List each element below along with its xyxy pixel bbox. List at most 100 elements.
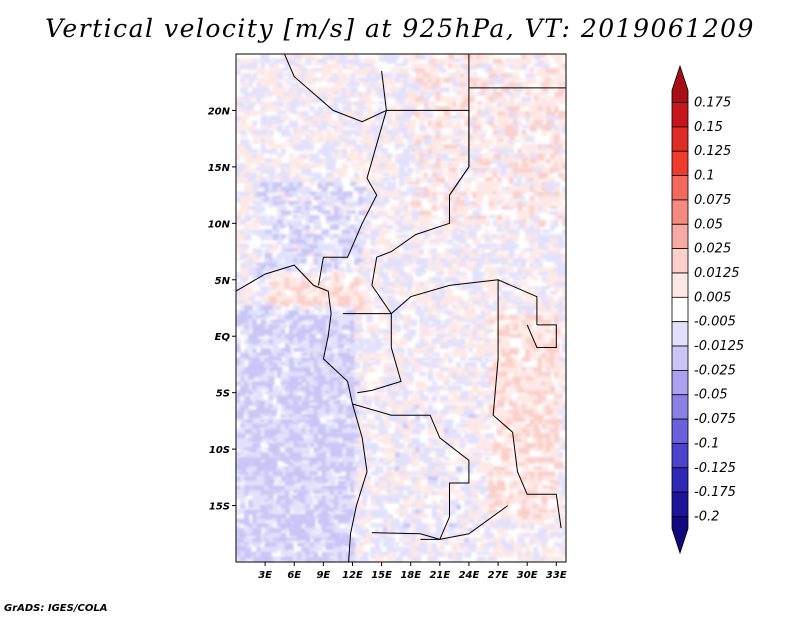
- velocity-cell: [362, 385, 368, 392]
- velocity-cell: [505, 381, 512, 387]
- velocity-cell: [558, 153, 564, 161]
- velocity-cell: [329, 319, 340, 327]
- velocity-cell: [370, 167, 377, 174]
- velocity-cell: [284, 333, 291, 341]
- velocity-cell: [276, 423, 283, 429]
- velocity-cell: [460, 419, 467, 423]
- velocity-cell: [403, 362, 413, 366]
- velocity-cell: [260, 314, 269, 319]
- velocity-cell: [268, 281, 274, 286]
- velocity-cell: [549, 205, 559, 209]
- velocity-cell: [346, 234, 356, 241]
- velocity-cell: [370, 338, 377, 345]
- velocity-cell: [317, 139, 328, 143]
- velocity-cell: [399, 276, 410, 284]
- velocity-cell: [419, 513, 429, 518]
- velocity-cell: [325, 494, 333, 501]
- velocity-cell: [305, 471, 311, 478]
- velocity-cell: [525, 257, 531, 261]
- velocity-cell: [244, 310, 252, 317]
- velocity-cell: [305, 215, 312, 223]
- velocity-cell: [496, 485, 507, 492]
- velocity-cell: [325, 395, 331, 402]
- velocity-cell: [289, 243, 295, 250]
- velocity-cell: [362, 414, 367, 420]
- velocity-cell: [399, 262, 407, 267]
- velocity-cell: [236, 144, 242, 152]
- velocity-cell: [521, 471, 529, 477]
- velocity-cell: [403, 414, 408, 418]
- velocity-cell: [329, 499, 336, 504]
- velocity-cell: [541, 196, 550, 203]
- velocity-cell: [517, 329, 528, 334]
- velocity-cell: [240, 125, 248, 129]
- velocity-cell: [280, 129, 291, 137]
- velocity-cell: [435, 300, 442, 308]
- velocity-cell: [342, 219, 348, 227]
- velocity-cell: [362, 272, 371, 277]
- velocity-cell: [521, 82, 528, 89]
- velocity-cell: [293, 381, 303, 389]
- velocity-cell: [317, 201, 323, 207]
- velocity-cell: [431, 499, 437, 508]
- velocity-cell: [260, 163, 268, 169]
- velocity-cell: [370, 144, 377, 150]
- velocity-cell: [358, 262, 365, 268]
- velocity-cell: [456, 54, 461, 58]
- velocity-cell: [521, 476, 528, 484]
- velocity-cell: [284, 82, 292, 86]
- velocity-cell: [284, 139, 290, 143]
- velocity-cell: [350, 73, 357, 78]
- velocity-cell: [423, 300, 428, 305]
- velocity-cell: [240, 106, 245, 110]
- velocity-cell: [435, 205, 442, 210]
- velocity-cell: [301, 186, 312, 194]
- velocity-cell: [293, 366, 300, 370]
- velocity-cell: [305, 238, 314, 243]
- velocity-cell: [321, 499, 329, 503]
- velocity-cell: [333, 414, 342, 422]
- velocity-cell: [484, 106, 492, 112]
- velocity-cell: [549, 357, 557, 364]
- velocity-cell: [554, 91, 564, 99]
- velocity-cell: [443, 106, 452, 110]
- velocity-cell: [525, 120, 533, 124]
- velocity-cell: [427, 409, 438, 415]
- velocity-cell: [435, 106, 443, 111]
- velocity-cell: [301, 400, 307, 408]
- velocity-cell: [427, 219, 433, 226]
- velocity-cell: [427, 305, 436, 311]
- velocity-cell: [244, 471, 252, 476]
- velocity-cell: [480, 513, 489, 521]
- velocity-cell: [395, 428, 402, 436]
- velocity-cell: [382, 428, 388, 434]
- velocity-cell: [541, 73, 551, 80]
- velocity-cell: [256, 229, 264, 237]
- velocity-cell: [370, 513, 379, 519]
- velocity-cell: [529, 134, 535, 141]
- velocity-cell: [337, 499, 343, 503]
- velocity-cell: [541, 58, 550, 63]
- velocity-cell: [480, 134, 485, 139]
- velocity-cell: [386, 329, 392, 335]
- velocity-cell: [293, 54, 301, 60]
- velocity-cell: [513, 457, 518, 461]
- velocity-cell: [297, 281, 302, 286]
- velocity-cell: [366, 409, 376, 414]
- velocity-cell: [305, 148, 315, 152]
- velocity-cell: [248, 82, 253, 86]
- velocity-cell: [403, 172, 410, 178]
- velocity-cell: [297, 267, 303, 272]
- velocity-cell: [272, 428, 278, 436]
- velocity-cell: [264, 253, 272, 259]
- velocity-cell: [545, 276, 553, 282]
- velocity-cell: [378, 210, 386, 214]
- velocity-cell: [395, 381, 405, 387]
- velocity-cell: [464, 509, 471, 516]
- velocity-cell: [284, 385, 293, 394]
- velocity-cell: [272, 366, 281, 371]
- velocity-cell: [248, 96, 257, 100]
- velocity-cell: [472, 134, 482, 141]
- velocity-cell: [484, 352, 496, 357]
- velocity-cell: [541, 253, 547, 261]
